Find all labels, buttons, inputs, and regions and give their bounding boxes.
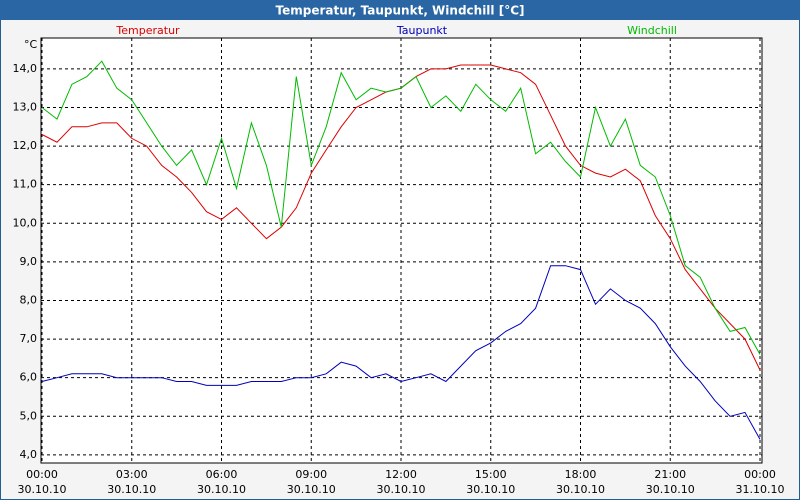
x-tick-label: 00:00 [744,468,776,481]
y-tick-label: 13,0 [13,100,38,113]
y-tick-label: 6,0 [20,371,38,384]
y-axis-label: °C [24,38,38,51]
y-tick-label: 11,0 [13,178,38,191]
x-tick-label: 12:00 [385,468,417,481]
x-tick-date: 30.10.10 [107,483,156,496]
x-tick-date: 30.10.10 [287,483,336,496]
y-tick-label: 10,0 [13,216,38,229]
series-line [41,60,761,355]
x-tick-date: 30.10.10 [197,483,246,496]
x-tick-label: 21:00 [654,468,686,481]
x-tick-label: 15:00 [475,468,507,481]
x-tick-label: 06:00 [206,468,238,481]
y-tick-label: 8,0 [20,293,38,306]
y-tick-label: 7,0 [20,332,38,345]
x-tick-date: 30.10.10 [556,483,605,496]
legend-entry: Taupunkt [396,24,448,37]
y-tick-label: 14,0 [13,62,38,75]
x-tick-date: 31.10.10 [736,483,785,496]
legend-entry: Windchill [627,24,677,37]
x-tick-date: 30.10.10 [466,483,515,496]
x-tick-date: 30.10.10 [18,483,67,496]
x-tick-date: 30.10.10 [377,483,426,496]
y-tick-label: 12,0 [13,139,38,152]
x-tick-date: 30.10.10 [646,483,695,496]
chart-title: Temperatur, Taupunkt, Windchill [°C] [276,4,525,18]
legend-entry: Temperatur [115,24,180,37]
y-tick-label: 5,0 [20,409,38,422]
x-tick-label: 18:00 [565,468,597,481]
y-tick-label: 4,0 [20,448,38,461]
x-tick-label: 09:00 [295,468,327,481]
x-tick-label: 03:00 [116,468,148,481]
x-tick-label: 00:00 [26,468,58,481]
series-line [41,265,761,440]
y-tick-label: 9,0 [20,255,38,268]
title-bar [0,0,800,20]
